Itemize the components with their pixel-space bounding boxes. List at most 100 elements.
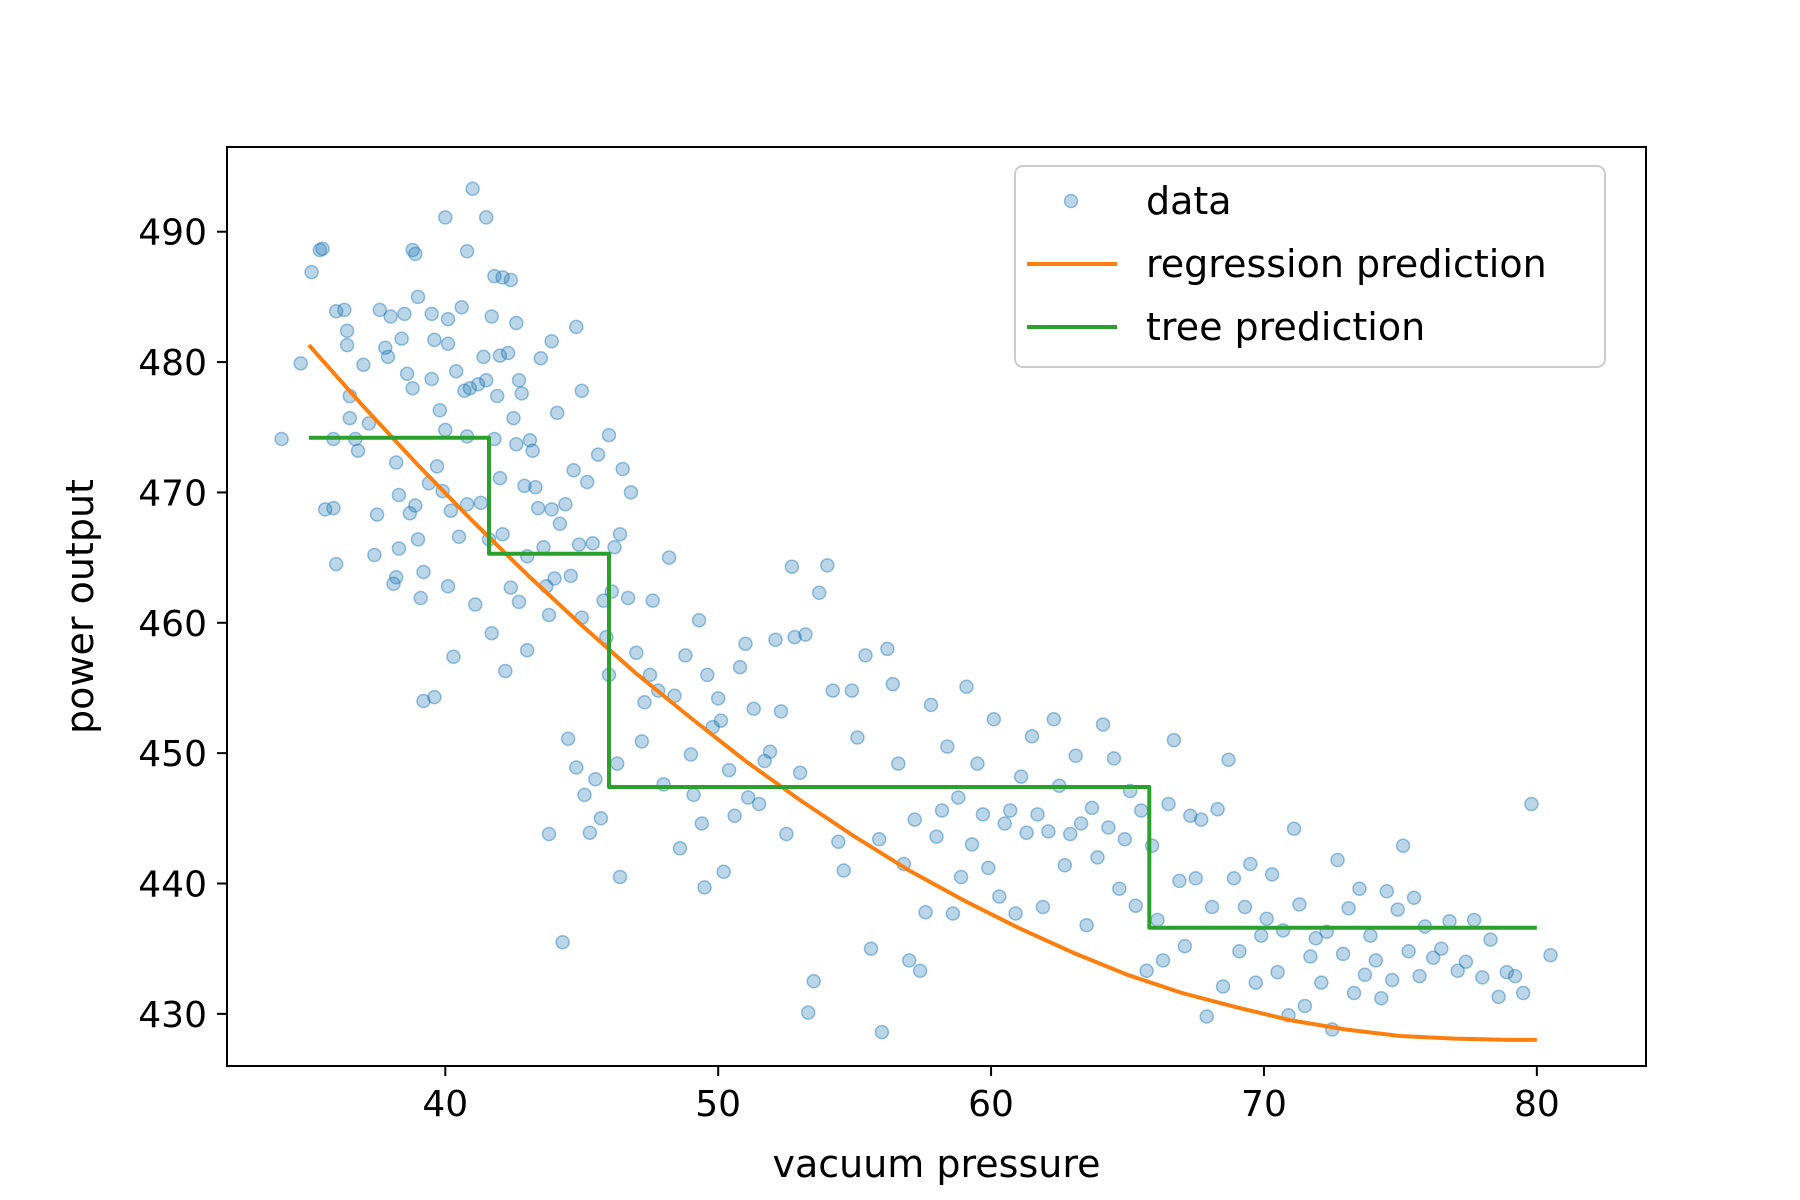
data-point [519, 642, 535, 658]
data-point [768, 632, 783, 647]
data-point [478, 210, 494, 225]
data-point [612, 869, 628, 885]
data-point [1084, 800, 1100, 816]
data-point [416, 693, 431, 709]
data-point [1062, 826, 1078, 842]
data-point [525, 443, 540, 458]
regression-prediction-line [307, 343, 1537, 1042]
data-point [850, 730, 865, 745]
data-point [1292, 897, 1307, 912]
data-point [970, 756, 985, 771]
y-tick-label: 440 [138, 865, 207, 906]
data-point [405, 242, 420, 258]
data-point [569, 319, 584, 335]
data-point [1188, 871, 1203, 886]
data-point [1401, 944, 1416, 959]
data-point [342, 410, 358, 426]
data-point [410, 289, 426, 305]
data-point [514, 386, 529, 401]
data-point [1395, 838, 1411, 853]
data-point [451, 529, 467, 545]
x-tick-label: 40 [422, 1084, 468, 1125]
data-point [642, 667, 658, 683]
data-point [1041, 824, 1056, 839]
data-point [367, 547, 382, 563]
data-point [601, 427, 617, 443]
data-point [498, 663, 513, 679]
data-point [1150, 912, 1165, 928]
data-point [721, 762, 737, 778]
data-point [751, 796, 767, 812]
data-point [503, 580, 519, 595]
data-point [1264, 867, 1280, 882]
data-point [339, 323, 355, 339]
data-point [1466, 912, 1482, 928]
data-point [1286, 821, 1302, 837]
data-point [1346, 985, 1362, 1001]
data-point [1491, 989, 1506, 1005]
data-point [533, 350, 549, 366]
data-point [427, 689, 442, 705]
data-point [820, 558, 835, 573]
data-point [509, 436, 524, 452]
y-axis: 430 440 450 460 470 480 490 [138, 213, 227, 1036]
data-point [891, 756, 906, 771]
legend-label: regression prediction [1146, 242, 1547, 286]
data-point [386, 576, 401, 591]
data-point [607, 539, 622, 555]
data-point [574, 383, 590, 399]
data-point [424, 306, 439, 322]
data-point [929, 829, 944, 844]
data-point [678, 648, 693, 663]
data-point [405, 380, 420, 396]
data-point [1363, 928, 1378, 943]
data-point [1117, 831, 1133, 847]
data-point [959, 679, 974, 694]
axes-frame [226, 146, 1647, 1067]
data-point [1046, 712, 1062, 727]
data-point [558, 496, 573, 512]
x-tick-label: 60 [968, 1084, 1014, 1125]
data-point [383, 309, 398, 324]
data-point [1106, 751, 1122, 766]
data-point [544, 333, 559, 349]
data-point [792, 765, 808, 780]
data-point [459, 496, 475, 512]
data-point [1450, 963, 1465, 979]
data-point [874, 1024, 890, 1040]
data-point [1270, 964, 1285, 980]
data-point [844, 683, 860, 698]
data-point [566, 463, 581, 478]
data-point [495, 526, 510, 542]
y-tick-label: 430 [138, 995, 207, 1036]
data-point [1183, 808, 1198, 823]
legend: data regression prediction tree prediction [1014, 165, 1606, 368]
data-point [522, 433, 538, 448]
data-point [858, 648, 873, 663]
data-point [563, 568, 579, 584]
data-point [506, 410, 521, 426]
data-point [408, 498, 423, 513]
data-point [468, 597, 483, 612]
data-point [440, 311, 456, 327]
data-point [590, 447, 606, 462]
data-point [478, 373, 494, 388]
data-point [1057, 858, 1073, 873]
data-point [350, 443, 366, 458]
data-point [1177, 938, 1193, 954]
data-point [473, 495, 489, 511]
data-point [424, 371, 439, 387]
data-point [459, 244, 475, 259]
data-point [620, 590, 636, 606]
data-point [402, 506, 418, 521]
data-point [779, 826, 794, 842]
data-point [448, 363, 464, 379]
data-point [1434, 941, 1449, 956]
data-point [560, 731, 576, 747]
data-point [1210, 801, 1225, 817]
data-point [784, 559, 800, 574]
data-point [326, 500, 341, 516]
data-point [509, 315, 524, 331]
x-tick-label: 70 [1241, 1084, 1287, 1125]
data-point [901, 953, 917, 968]
